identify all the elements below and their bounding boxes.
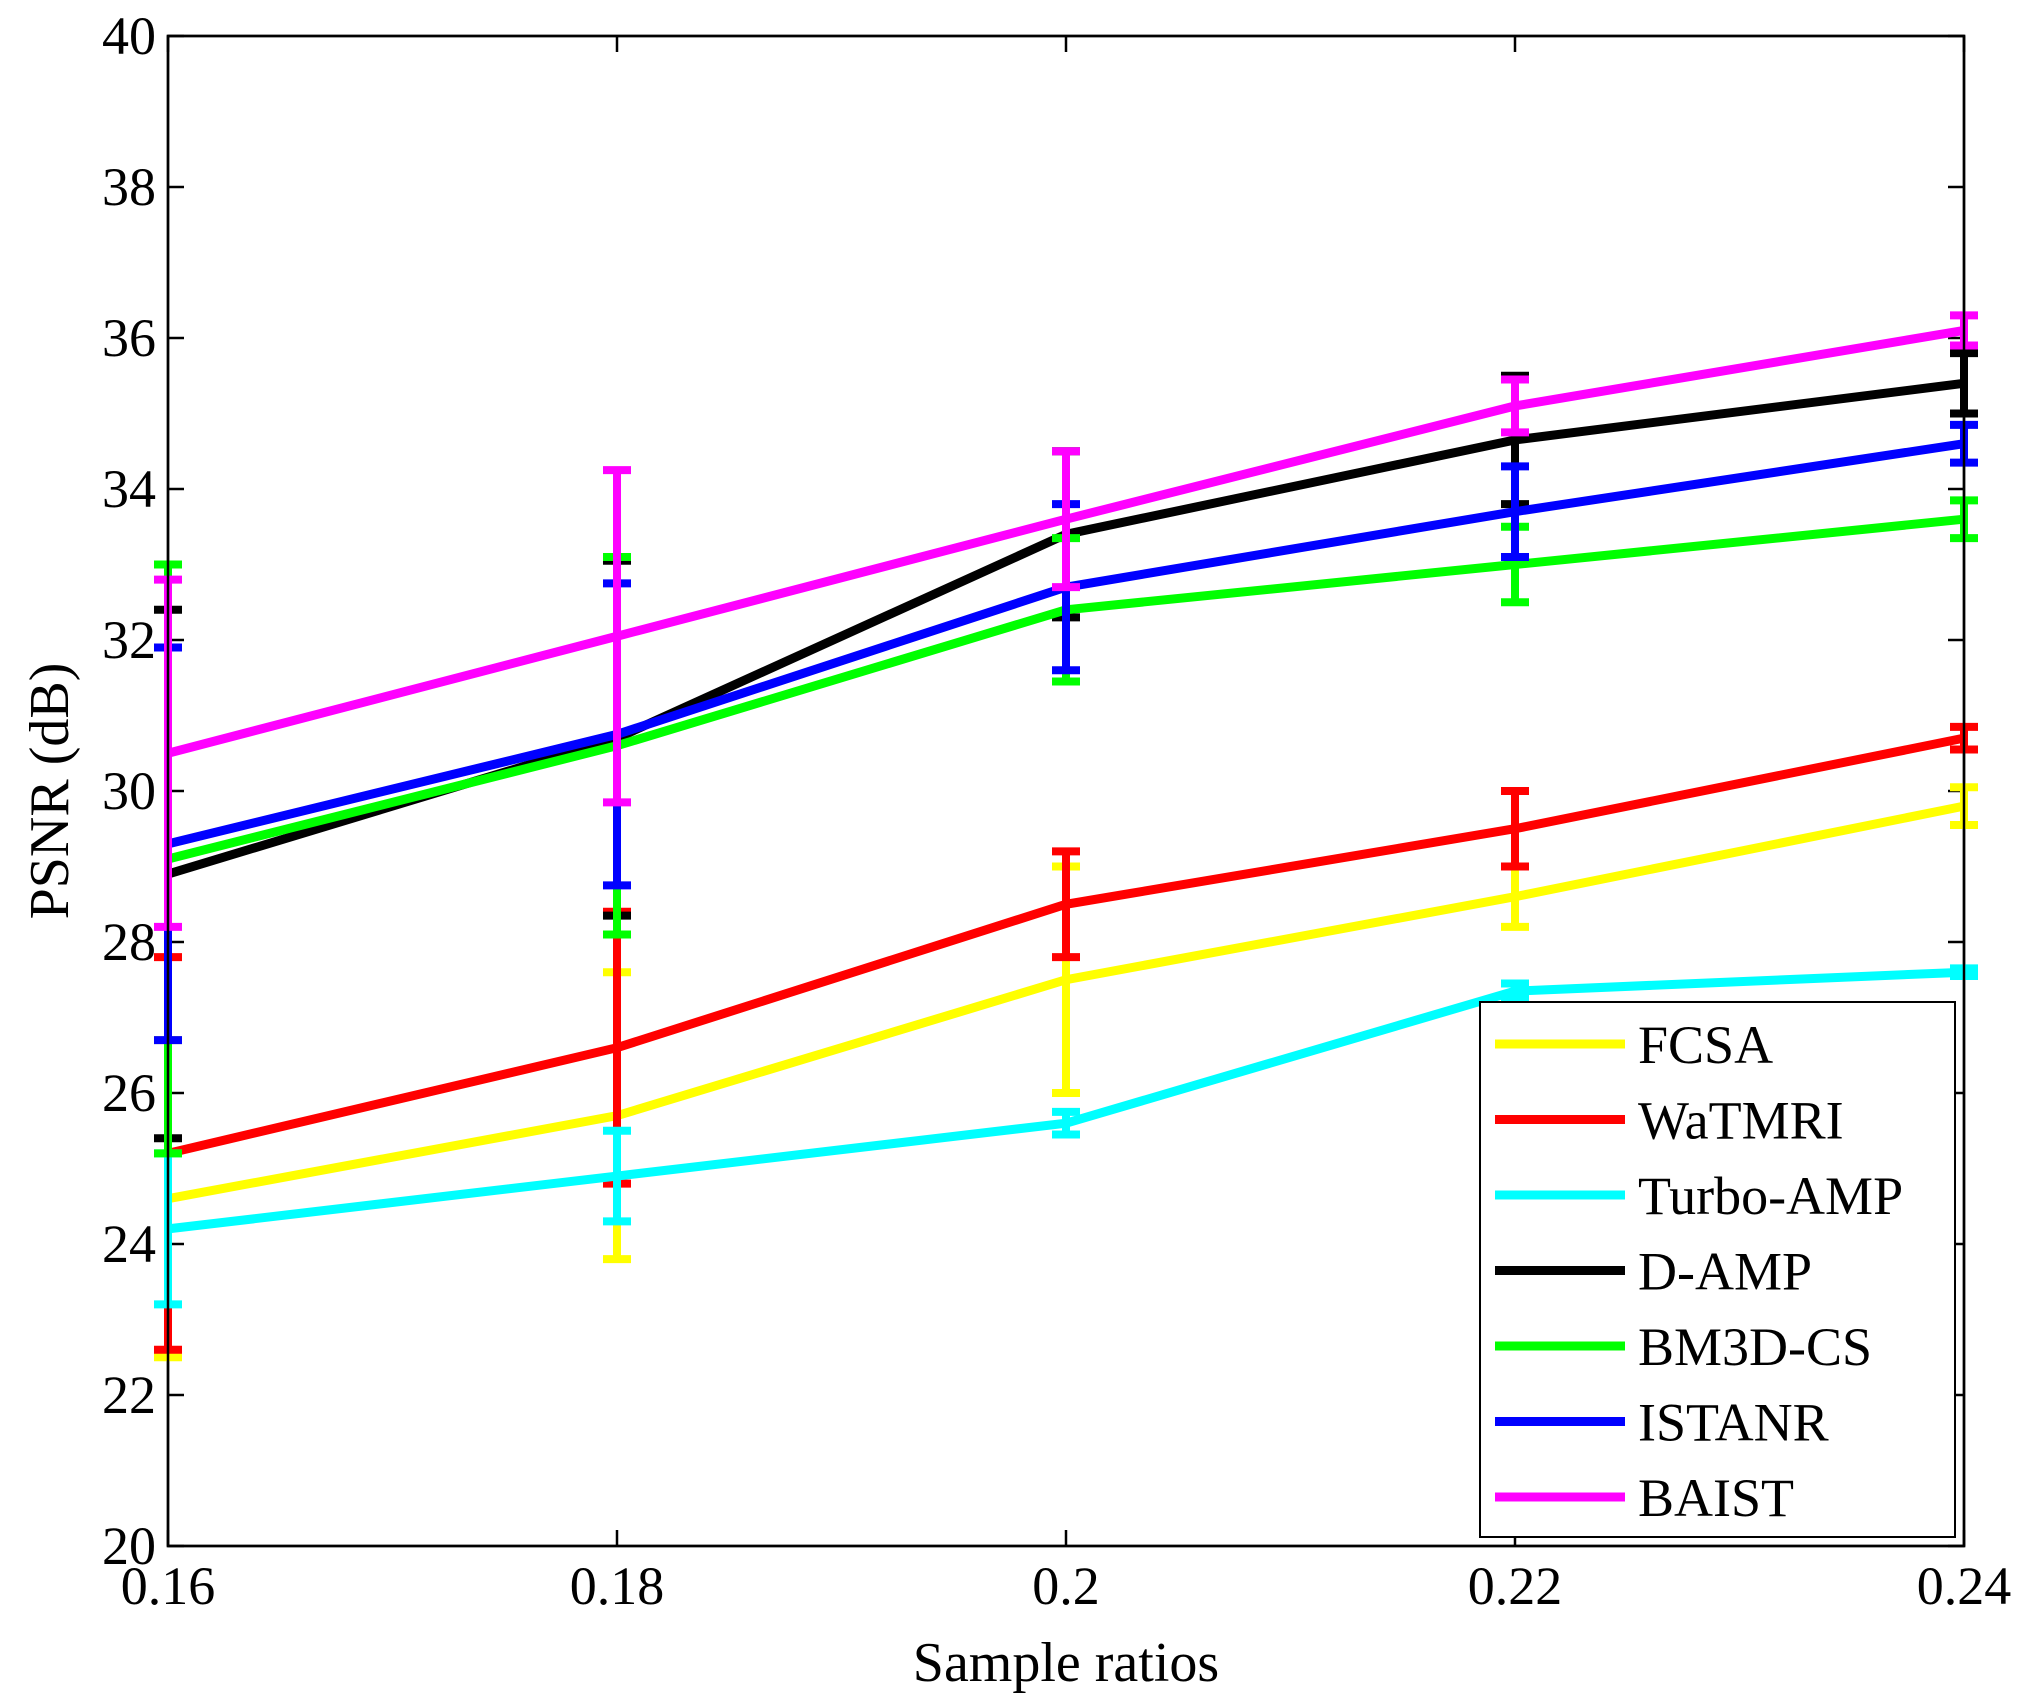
series-layer: [154, 34, 1978, 1548]
legend-label: D-AMP: [1638, 1242, 1812, 1302]
y-tick-label: 36: [102, 308, 156, 368]
x-tick-label: 0.16: [121, 1556, 216, 1616]
y-tick-label: 22: [102, 1365, 156, 1425]
y-tick-label: 20: [102, 1516, 156, 1576]
series-line: [166, 326, 1965, 758]
y-tick-label: 30: [102, 761, 156, 821]
legend: FCSA WaTMRI Turbo-AMP D-AMP BM3D-CS ISTANR BAI…: [1479, 1001, 1956, 1538]
y-axis-label: PSNR (dB): [19, 663, 81, 920]
legend-label: ISTANR: [1638, 1393, 1829, 1453]
legend-label: BAIST: [1638, 1468, 1794, 1528]
legend-label: FCSA: [1638, 1015, 1773, 1075]
y-tick-label: 24: [102, 1214, 156, 1274]
y-tick-label: 26: [102, 1063, 156, 1123]
legend-label: Turbo-AMP: [1638, 1166, 1903, 1226]
x-axis-ticks: 0.16 0.18 0.2 0.22 0.24: [121, 36, 2012, 1616]
y-tick-label: 28: [102, 912, 156, 972]
legend-label: WaTMRI: [1638, 1091, 1844, 1151]
y-axis-ticks: 20 22 24 26 28 30 32 34 36 38 40: [102, 6, 1964, 1576]
x-tick-label: 0.22: [1468, 1556, 1563, 1616]
x-tick-label: 0.2: [1032, 1556, 1100, 1616]
y-tick-label: 38: [102, 157, 156, 217]
y-tick-label: 32: [102, 610, 156, 670]
series-line: [166, 733, 1965, 1158]
y-tick-label: 34: [102, 459, 156, 519]
y-tick-label: 40: [102, 6, 156, 66]
x-tick-label: 0.24: [1917, 1556, 2012, 1616]
series-line: [167, 967, 1965, 1234]
x-axis-label: Sample ratios: [913, 1632, 1219, 1694]
series-line: [167, 801, 1965, 1204]
plot-frame-top: [166, 34, 1966, 1548]
x-tick-label: 0.18: [570, 1556, 665, 1616]
legend-label: BM3D-CS: [1638, 1317, 1872, 1377]
